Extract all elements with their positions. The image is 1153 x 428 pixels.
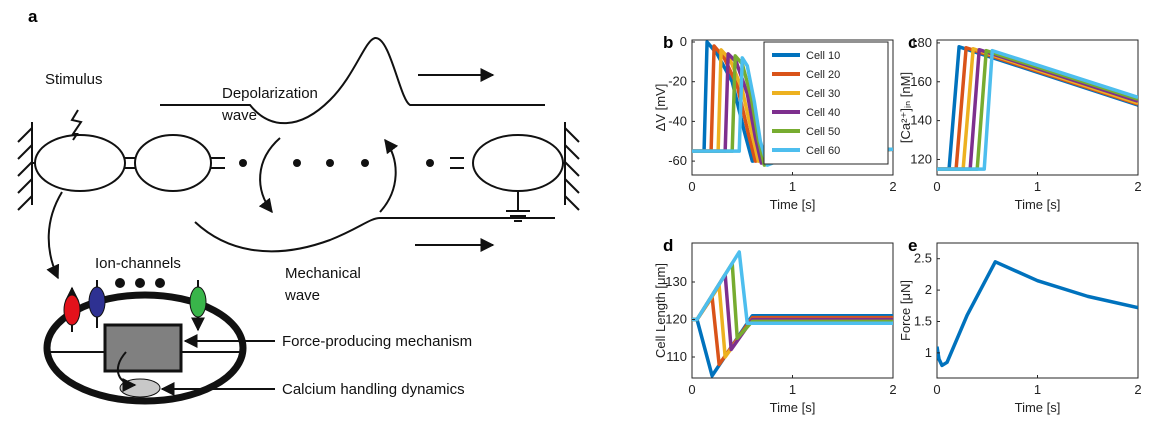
y-tick-label: 130 [665, 274, 687, 289]
y-axis-label: Force [μN] [898, 280, 913, 341]
wave-label: wave [284, 287, 320, 304]
legend-label: Cell 60 [806, 145, 840, 157]
y-axis-label: [Ca²⁺]ᵢₙ [nM] [898, 72, 913, 143]
x-tick-label: 1 [1034, 382, 1041, 397]
panel-letter: a [28, 7, 38, 26]
x-axis-label: Time [s] [1015, 400, 1061, 415]
y-tick-label: 110 [666, 349, 687, 364]
x-axis-label: Time [s] [770, 400, 816, 415]
series-line [692, 250, 893, 325]
y-tick-label: 160 [910, 74, 932, 89]
x-tick-label: 2 [889, 179, 896, 194]
series-line [937, 48, 1138, 171]
stimulus-label: Stimulus [45, 71, 103, 88]
ion-channels-label: Ion-channels [95, 255, 181, 272]
legend-label: Cell 10 [806, 50, 840, 62]
x-tick-label: 1 [789, 179, 796, 194]
diagram: a Stimulus Depolarization wave Mechanica… [17, 7, 580, 405]
panel-letter: e [908, 236, 917, 255]
wave-label: wave [221, 107, 257, 124]
legend: Cell 10 Cell 20 Cell 30 Cell 40 Cell 50 Cell … [763, 41, 889, 165]
y-axis-label: ΔV [mV] [653, 84, 668, 132]
chart: d 0 1 2 110 120 130 Time [s] Cell Length [μm] [653, 236, 897, 415]
y-tick-label: 120 [665, 312, 687, 327]
x-tick-label: 0 [688, 382, 695, 397]
plot-area [936, 242, 1139, 379]
x-tick-label: 1 [1034, 179, 1041, 194]
x-axis-label: Time [s] [1015, 197, 1061, 212]
panel-letter: c [908, 33, 917, 52]
x-axis-label: Time [s] [770, 197, 816, 212]
x-tick-label: 2 [889, 382, 896, 397]
x-tick-label: 0 [688, 179, 695, 194]
chart: e 0 1 2 1 1.5 2 2.5 Time [s] Force [μN] [898, 236, 1142, 415]
y-tick-label: 1.5 [914, 313, 932, 328]
y-tick-label: -60 [668, 153, 687, 168]
x-tick-label: 0 [933, 179, 940, 194]
calcium-label: Calcium handling dynamics [282, 381, 465, 398]
chart: c 0 1 2 120 140 160 180 Time [s] [Ca²⁺]ᵢₙ [nM] [898, 33, 1142, 212]
y-tick-label: 180 [910, 35, 932, 50]
x-tick-label: 1 [789, 382, 796, 397]
legend-box [763, 41, 889, 165]
x-tick-label: 2 [1134, 179, 1141, 194]
legend-label: Cell 40 [806, 107, 840, 119]
y-tick-label: 140 [910, 113, 932, 128]
y-axis-label: Cell Length [μm] [653, 263, 668, 358]
y-tick-label: 1 [925, 345, 932, 360]
x-tick-label: 0 [933, 382, 940, 397]
y-tick-label: 2 [925, 282, 932, 297]
y-tick-label: 2.5 [914, 251, 932, 266]
mechanism-label: Force-producing mechanism [282, 333, 472, 350]
y-tick-label: 120 [910, 151, 932, 166]
legend-label: Cell 30 [806, 88, 840, 100]
series-line [937, 260, 1138, 368]
panel-letter: b [663, 33, 673, 52]
legend-label: Cell 20 [806, 69, 840, 81]
wave-label: Mechanical [285, 265, 361, 282]
panel-letter: d [663, 236, 673, 255]
legend-label: Cell 50 [806, 126, 840, 138]
wave-label: Depolarization [222, 85, 318, 102]
y-tick-label: -20 [668, 74, 687, 89]
y-tick-label: -40 [668, 113, 687, 128]
x-tick-label: 2 [1134, 382, 1141, 397]
y-tick-label: 0 [680, 34, 687, 49]
